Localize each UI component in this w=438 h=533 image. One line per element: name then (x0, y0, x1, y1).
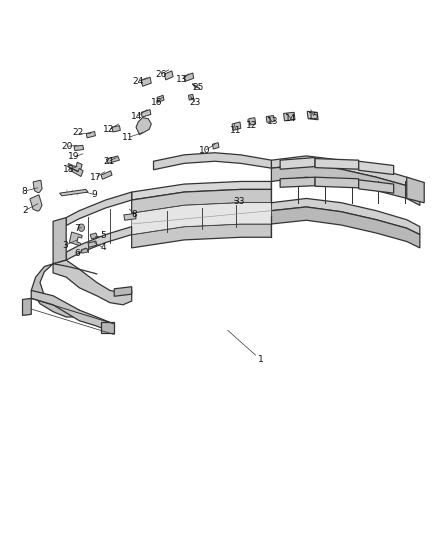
Polygon shape (90, 233, 98, 239)
Polygon shape (280, 158, 315, 169)
Polygon shape (22, 298, 31, 316)
Text: 14: 14 (285, 114, 297, 123)
Polygon shape (124, 213, 136, 220)
Polygon shape (272, 207, 420, 248)
Polygon shape (53, 217, 66, 264)
Polygon shape (31, 290, 110, 332)
Polygon shape (88, 241, 97, 247)
Polygon shape (184, 73, 194, 82)
Text: 13: 13 (176, 75, 187, 84)
Text: 24: 24 (133, 77, 144, 86)
Polygon shape (67, 162, 82, 172)
Polygon shape (69, 232, 82, 246)
Polygon shape (315, 159, 359, 169)
Polygon shape (60, 189, 88, 196)
Polygon shape (141, 77, 151, 86)
Polygon shape (101, 171, 112, 179)
Polygon shape (153, 153, 272, 169)
Polygon shape (74, 146, 84, 151)
Polygon shape (132, 189, 272, 213)
Text: 16: 16 (151, 98, 163, 107)
Polygon shape (66, 227, 132, 260)
Polygon shape (141, 110, 151, 117)
Text: 22: 22 (73, 128, 84, 137)
Polygon shape (66, 192, 132, 225)
Text: 12: 12 (103, 125, 115, 134)
Polygon shape (212, 143, 219, 149)
Text: 5: 5 (100, 231, 106, 240)
Polygon shape (86, 132, 95, 138)
Polygon shape (157, 95, 164, 102)
Text: 17: 17 (90, 173, 102, 182)
Polygon shape (307, 111, 318, 120)
Polygon shape (132, 224, 272, 248)
Text: 25: 25 (192, 83, 204, 92)
Polygon shape (272, 156, 420, 192)
Text: 12: 12 (246, 120, 258, 130)
Text: 9: 9 (92, 190, 97, 199)
Text: 6: 6 (74, 249, 80, 258)
Text: 8: 8 (131, 210, 137, 219)
Text: 26: 26 (155, 70, 167, 78)
Polygon shape (114, 287, 132, 296)
Polygon shape (359, 180, 394, 193)
Polygon shape (266, 116, 275, 123)
Polygon shape (136, 118, 151, 135)
Text: 23: 23 (189, 98, 201, 107)
Polygon shape (53, 260, 132, 305)
Polygon shape (101, 322, 114, 333)
Text: 21: 21 (103, 157, 115, 166)
Text: 20: 20 (61, 142, 73, 151)
Text: 15: 15 (308, 112, 320, 121)
Polygon shape (315, 177, 359, 188)
Text: 11: 11 (230, 126, 241, 135)
Polygon shape (106, 156, 120, 164)
Text: 4: 4 (100, 244, 106, 253)
Text: 33: 33 (233, 197, 244, 206)
Polygon shape (280, 177, 315, 187)
Circle shape (78, 224, 85, 231)
Polygon shape (112, 126, 120, 132)
Polygon shape (30, 195, 42, 211)
Polygon shape (164, 71, 173, 80)
Text: 8: 8 (22, 187, 28, 196)
Polygon shape (407, 177, 424, 203)
Text: 18: 18 (63, 165, 74, 174)
Text: 7: 7 (74, 224, 80, 233)
Text: 14: 14 (131, 112, 143, 121)
Polygon shape (31, 264, 79, 317)
Polygon shape (33, 180, 42, 193)
Polygon shape (81, 248, 88, 253)
Polygon shape (272, 165, 420, 205)
Polygon shape (232, 122, 241, 131)
Polygon shape (132, 216, 272, 235)
Polygon shape (188, 94, 194, 100)
Polygon shape (132, 181, 272, 200)
Text: 11: 11 (122, 133, 133, 142)
Polygon shape (284, 112, 295, 121)
Text: 1: 1 (258, 355, 263, 364)
Text: 19: 19 (68, 152, 80, 161)
Polygon shape (132, 203, 272, 235)
Text: 2: 2 (22, 206, 28, 215)
Text: 10: 10 (199, 146, 211, 155)
Polygon shape (272, 198, 420, 235)
Text: 13: 13 (266, 117, 278, 126)
Polygon shape (249, 118, 256, 125)
Text: 3: 3 (63, 241, 68, 250)
Polygon shape (71, 168, 83, 176)
Polygon shape (359, 161, 394, 174)
